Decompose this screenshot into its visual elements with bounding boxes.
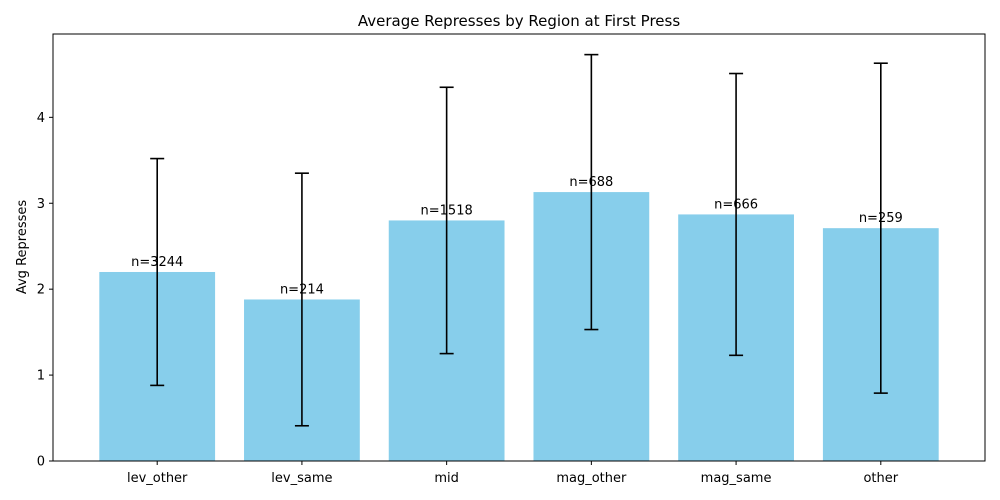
- y-axis-label: Avg Represses: [15, 200, 30, 295]
- data-label-other: n=259: [859, 211, 903, 226]
- x-tick-label-lev_same: lev_same: [271, 471, 332, 486]
- y-tick-label-1: 1: [37, 369, 45, 384]
- y-tick-label-3: 3: [37, 197, 45, 212]
- data-label-mag_same: n=666: [714, 197, 758, 212]
- chart-title: Average Represses by Region at First Pre…: [358, 12, 680, 30]
- y-tick-label-4: 4: [37, 111, 45, 126]
- axes-frame: [52, 33, 986, 462]
- data-label-lev_same: n=214: [280, 282, 324, 297]
- y-tick-label-0: 0: [37, 455, 45, 470]
- x-tick-label-mag_other: mag_other: [556, 471, 627, 486]
- plot-area: n=3244 n=214 n=1518 n=688 n=666 n=259 lev_othe…: [37, 53, 939, 486]
- x-tick-label-mid: mid: [434, 471, 459, 486]
- data-label-lev_other: n=3244: [131, 255, 183, 270]
- data-label-mag_other: n=688: [569, 175, 613, 190]
- y-tick-label-2: 2: [37, 283, 45, 298]
- x-tick-label-mag_same: mag_same: [701, 471, 772, 486]
- data-label-mid: n=1518: [421, 203, 473, 218]
- x-tick-label-lev_other: lev_other: [127, 471, 188, 486]
- x-tick-label-other: other: [863, 471, 898, 486]
